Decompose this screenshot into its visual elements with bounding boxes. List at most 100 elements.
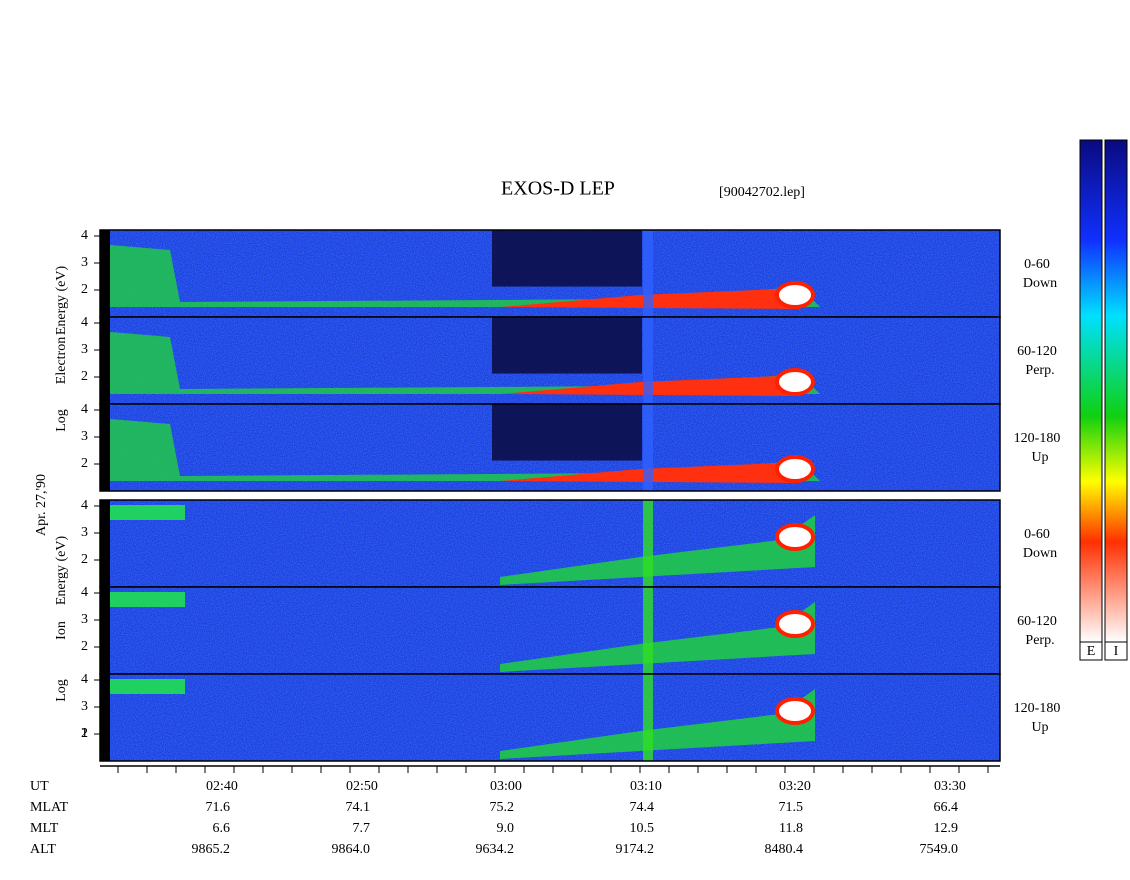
band: [500, 602, 815, 672]
energy-tick-label: 2: [81, 282, 88, 297]
black-stripe: [100, 500, 110, 587]
axis-label: Energy (eV): [54, 266, 69, 336]
panel-label: 120-180: [1014, 431, 1061, 446]
row-value: 9634.2: [476, 842, 515, 857]
band: [110, 505, 185, 520]
axis-label: Log: [54, 679, 69, 702]
energy-tick-label: 4: [81, 672, 88, 687]
energy-tick-label: 2: [81, 552, 88, 567]
row-value: 66.4: [934, 800, 959, 815]
row-value: 75.2: [490, 800, 515, 815]
energy-tick-label: 4: [81, 228, 88, 243]
row-value: 74.1: [346, 800, 371, 815]
row-name: MLT: [30, 821, 59, 836]
colorbar-label-box: [1079, 641, 1103, 661]
panel-label: 60-120: [1017, 614, 1057, 629]
row-value: 7.7: [353, 821, 371, 836]
black-stripe: [100, 674, 110, 761]
hot-spot: [775, 281, 815, 309]
axis-label: Energy (eV): [54, 536, 69, 606]
colorbar: [1079, 139, 1103, 643]
panel-label: 60-120: [1017, 344, 1057, 359]
stripe: [643, 500, 653, 587]
energy-tick-label: 4: [81, 498, 88, 513]
stripe: [643, 404, 653, 491]
panel-label: Perp.: [1025, 633, 1054, 648]
axis-label: Log: [54, 409, 69, 432]
band: [500, 689, 815, 759]
title: EXOS-D LEP: [501, 178, 615, 200]
row-value: 9174.2: [616, 842, 655, 857]
stripe: [643, 587, 653, 674]
energy-tick-label: 2: [81, 726, 88, 741]
axis-label: Electron: [54, 337, 69, 384]
frame: [99, 403, 1001, 492]
energy-tick-label: 3: [81, 699, 88, 714]
frame: [99, 673, 1001, 762]
row-value: 6.6: [213, 821, 231, 836]
date: Apr. 27,'90: [34, 474, 49, 536]
band: [110, 679, 185, 694]
row-value: 10.5: [630, 821, 655, 836]
hot-spot: [775, 610, 815, 638]
energy-tick-label: 2: [81, 456, 88, 471]
dark-region: [492, 404, 642, 461]
hot-spot: [775, 523, 815, 551]
black-stripe: [100, 317, 110, 404]
panel-label: Down: [1023, 276, 1057, 291]
row-value: 03:00: [490, 779, 522, 794]
row-name: MLAT: [30, 800, 69, 815]
panel-label: Up: [1031, 720, 1048, 735]
energy-tick-label: 3: [81, 525, 88, 540]
row-value: 9864.0: [332, 842, 371, 857]
dark-region: [492, 317, 642, 374]
black-stripe: [100, 587, 110, 674]
panel-label: 0-60: [1024, 527, 1050, 542]
panel-label: Up: [1031, 450, 1048, 465]
energy-tick-label: 1: [81, 726, 88, 741]
dark-region: [492, 230, 642, 287]
row-name: ALT: [30, 842, 56, 857]
energy-tick-label: 2: [81, 639, 88, 654]
energy-tick-label: 4: [81, 585, 88, 600]
energy-tick-label: 3: [81, 612, 88, 627]
row-value: 74.4: [630, 800, 655, 815]
stripe: [643, 317, 653, 404]
row-value: 9865.2: [192, 842, 231, 857]
row-name: UT: [30, 779, 49, 794]
energy-tick-label: 3: [81, 255, 88, 270]
panel-label: 120-180: [1014, 701, 1061, 716]
black-stripe: [100, 230, 110, 317]
energy-tick-label: 2: [81, 369, 88, 384]
row-value: 02:40: [206, 779, 238, 794]
row-value: 03:10: [630, 779, 662, 794]
row-value: 71.5: [779, 800, 804, 815]
row-value: 7549.0: [920, 842, 959, 857]
time-axis: UT 02:40 02:50 03:00 03:10 03:20 03:30 MLAT 71.6…: [30, 765, 1000, 857]
row-value: 8480.4: [765, 842, 804, 857]
panel-label: 0-60: [1024, 257, 1050, 272]
colorbar-label: I: [1114, 644, 1119, 659]
axis-label: Ion: [54, 621, 69, 640]
row-value: 9.0: [497, 821, 515, 836]
row-value: 02:50: [346, 779, 378, 794]
colorbar: [1104, 139, 1128, 643]
stripe: [643, 230, 653, 317]
energy-tick-label: 4: [81, 402, 88, 417]
band: [110, 592, 185, 607]
band: [500, 515, 815, 585]
hot-spot: [775, 455, 815, 483]
black-stripe: [100, 404, 110, 491]
row-value: 03:20: [779, 779, 811, 794]
hot-spot: [775, 697, 815, 725]
energy-tick-label: 4: [81, 315, 88, 330]
panel-label: Down: [1023, 546, 1057, 561]
panel-label: Perp.: [1025, 363, 1054, 378]
energy-tick-label: 3: [81, 342, 88, 357]
energy-tick-label: 3: [81, 429, 88, 444]
hot-spot: [775, 368, 815, 396]
colorbar-label: E: [1087, 644, 1096, 659]
row-value: 71.6: [206, 800, 231, 815]
